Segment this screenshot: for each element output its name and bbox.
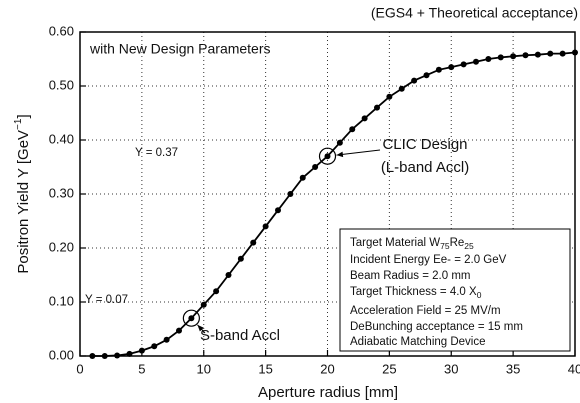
- data-point: [497, 54, 504, 61]
- chart-title: (EGS4 + Theoretical acceptance): [371, 5, 578, 21]
- info-line-part: Re: [450, 237, 465, 249]
- data-point: [163, 336, 170, 343]
- info-line: DeBunching acceptance = 15 mm: [350, 321, 523, 333]
- y-tick-label: 0.30: [49, 185, 74, 200]
- x-tick-label: 30: [444, 361, 458, 376]
- data-point: [386, 93, 393, 100]
- data-point: [151, 343, 158, 350]
- data-point: [138, 347, 145, 354]
- info-line-part: Incident Energy Ee- = 2.0 GeV: [350, 254, 507, 266]
- annotation-label: CLIC Design: [382, 136, 467, 153]
- data-point: [176, 327, 182, 334]
- y-tick-label: 0.60: [49, 23, 74, 38]
- y-tick-label: 0.00: [49, 347, 74, 362]
- info-line-part: 0: [477, 290, 482, 300]
- data-line: [92, 51, 576, 357]
- plot-frame: [79, 31, 576, 357]
- annotation-label: (L-band Accl): [381, 159, 469, 176]
- data-point: [287, 191, 294, 197]
- info-line: Target Material W75Re25: [350, 237, 474, 251]
- info-line: Target Thickness = 4.0 X0: [350, 286, 482, 300]
- data-point: [299, 174, 306, 181]
- data-point: [572, 49, 578, 56]
- info-line-part: Acceleration Field = 25 MV/m: [350, 305, 501, 317]
- data-point: [237, 255, 244, 262]
- subtitle: with New Design Parameters: [89, 41, 271, 57]
- annotation-value: Y = 0.37: [135, 147, 178, 159]
- annotation-arrow: [336, 149, 381, 156]
- data-point: [460, 61, 467, 68]
- data-point: [89, 353, 96, 359]
- info-line: Acceleration Field = 25 MV/m: [350, 305, 501, 317]
- highlight-circle: [318, 147, 337, 165]
- y-axis-label-part: −1: [13, 118, 24, 130]
- data-point: [398, 85, 405, 92]
- info-box: [339, 228, 571, 352]
- data-point: [213, 288, 220, 295]
- arrow-head: [336, 151, 344, 158]
- data-point: [547, 50, 554, 57]
- y-tick-label: 0.10: [49, 293, 74, 308]
- arrow-head: [197, 324, 204, 332]
- data-point: [435, 66, 442, 73]
- info-line-part: 75: [440, 241, 450, 251]
- x-axis-label: Aperture radius [mm]: [258, 384, 398, 401]
- data-point: [349, 126, 356, 133]
- x-tick-label: 10: [197, 361, 211, 376]
- data-point: [250, 239, 257, 246]
- info-line-part: Adiabatic Matching Device: [350, 336, 486, 348]
- data-point: [510, 53, 517, 60]
- data-point: [200, 301, 207, 308]
- data-point: [324, 153, 331, 160]
- highlight-circle: [182, 309, 200, 327]
- data-point: [126, 350, 133, 357]
- y-tick-label: 0.40: [49, 131, 74, 146]
- info-line: Adiabatic Matching Device: [350, 336, 486, 348]
- data-point: [522, 52, 529, 59]
- data-point: [534, 51, 541, 58]
- data-point: [336, 139, 343, 146]
- info-line-part: Beam Radius = 2.0 mm: [350, 270, 470, 282]
- y-axis-label: Positron Yield Y [GeV−1]: [13, 114, 32, 273]
- info-line: Beam Radius = 2.0 mm: [350, 270, 470, 282]
- y-axis-label-part: ]: [15, 114, 32, 118]
- info-line: Incident Energy Ee- = 2.0 GeV: [350, 254, 507, 266]
- annotation-value: Y = 0.07: [85, 294, 128, 306]
- info-line-part: DeBunching acceptance = 15 mm: [350, 321, 523, 333]
- info-line-part: 25: [464, 241, 474, 251]
- x-tick-label: 25: [382, 361, 396, 376]
- data-point: [312, 164, 319, 170]
- data-point: [559, 50, 566, 57]
- x-tick-label: 15: [258, 361, 272, 376]
- data-point: [411, 77, 418, 84]
- y-axis-label-part: Positron Yield Y [GeV: [15, 130, 32, 274]
- y-tick-label: 0.20: [49, 239, 74, 254]
- data-point: [188, 315, 195, 322]
- y-tick-label: 0.50: [49, 77, 74, 92]
- x-tick-label: 20: [320, 361, 334, 376]
- data-point: [448, 64, 455, 71]
- data-point: [225, 272, 232, 278]
- data-point: [374, 104, 380, 111]
- info-line-part: Target Material W: [350, 237, 440, 249]
- info-line-part: Target Thickness = 4.0 X: [350, 286, 477, 298]
- data-point: [423, 72, 430, 79]
- data-point: [485, 56, 492, 62]
- x-tick-label: 40: [568, 361, 580, 376]
- data-point: [262, 223, 269, 230]
- x-tick-label: 0: [76, 361, 83, 376]
- data-point: [275, 207, 281, 214]
- data-point: [361, 115, 368, 122]
- data-point: [101, 353, 108, 359]
- x-tick-label: 5: [138, 361, 145, 376]
- x-tick-label: 35: [506, 361, 520, 376]
- data-point: [473, 58, 479, 65]
- annotation-label: S-band Accl: [200, 327, 280, 344]
- data-point: [114, 352, 121, 359]
